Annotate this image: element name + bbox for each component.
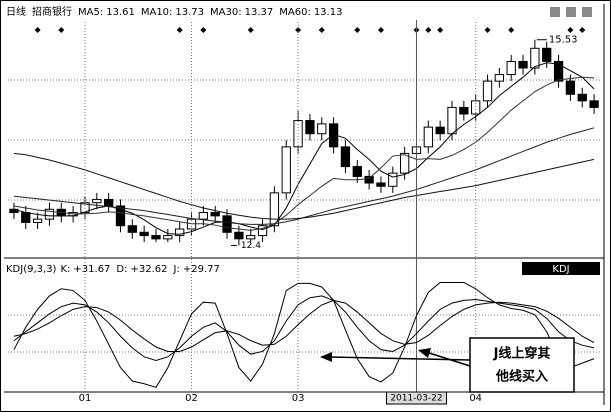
ma-line: [13, 76, 595, 231]
candle-body: [151, 235, 161, 240]
candle-body: [565, 80, 576, 95]
candle-body: [352, 166, 362, 177]
candle-body: [518, 60, 528, 69]
low-label: 12.4: [241, 241, 261, 251]
annotation-line: J线上穿其: [493, 346, 551, 362]
candle-body: [340, 146, 351, 168]
legend-label: MA10:: [141, 7, 173, 18]
candle-body: [589, 100, 599, 108]
candle-body: [482, 80, 493, 102]
candle-body: [435, 126, 445, 135]
ma-line: [13, 152, 595, 220]
signal-marker: [437, 27, 444, 33]
candle-body: [494, 74, 505, 82]
kdj-tag[interactable]: KDJ: [552, 264, 569, 275]
candle-body: [388, 172, 398, 187]
legend-value: +32.62: [131, 264, 168, 275]
legend-label: D:: [116, 264, 127, 275]
signal-marker: [508, 27, 515, 33]
high-label: 15.53: [549, 35, 578, 46]
legend-value: 13.61: [106, 7, 135, 18]
legend-label: J:: [173, 264, 180, 275]
candle-body: [210, 212, 220, 217]
legend-value: 13.37: [245, 7, 274, 18]
x-tick-label: 02: [185, 393, 198, 404]
signal-marker: [318, 27, 325, 33]
tool-icon[interactable]: [550, 7, 560, 17]
legend-label: MA60:: [279, 7, 311, 18]
annotation-line: 他线买入: [495, 369, 548, 385]
period: 日线: [6, 5, 26, 18]
x-tick-label: 01: [79, 393, 92, 404]
toolbar: [550, 7, 592, 17]
cursor-label-box: [385, 391, 447, 405]
candle-body: [163, 235, 173, 240]
signal-marker: [200, 27, 207, 33]
signal-marker: [579, 27, 586, 33]
legend-label: K:: [60, 264, 70, 275]
kdj-tag-box[interactable]: [522, 262, 600, 275]
candle-body: [459, 106, 469, 115]
candle-body: [364, 175, 374, 184]
signal-marker: [176, 27, 183, 33]
kdj-line: [13, 281, 595, 388]
signal-marker: [484, 27, 491, 33]
legend-value: 13.73: [175, 7, 204, 18]
indicator-title: KDJ(9,3,3): [6, 264, 57, 275]
candle-body: [175, 228, 185, 237]
candle-body: [376, 182, 386, 187]
candle-body: [115, 205, 126, 227]
candle-body: [222, 215, 232, 233]
candle-body: [542, 47, 552, 62]
candle-body: [127, 225, 137, 233]
candle-body: [447, 106, 457, 135]
legend-label: MA5:: [78, 7, 103, 18]
signal-marker: [425, 27, 432, 33]
candle-body: [103, 198, 114, 207]
candle-body: [281, 146, 291, 194]
legend-label: MA30:: [210, 7, 242, 18]
candle-body: [269, 192, 280, 227]
legend-value: +29.77: [183, 264, 220, 275]
candle-body: [246, 235, 256, 240]
candle-body: [530, 47, 540, 69]
signal-marker: [354, 27, 361, 33]
callout: J线上穿其 他线买入: [320, 337, 575, 393]
candle-body: [139, 231, 149, 237]
legend-value: +31.67: [73, 264, 110, 275]
candle-body: [257, 225, 268, 237]
x-tick-label: 04: [469, 393, 482, 404]
candle-body: [423, 126, 433, 148]
candle-body: [21, 212, 31, 223]
candle-body: [44, 208, 55, 220]
signal-marker: [377, 27, 384, 33]
tool-icon[interactable]: [582, 7, 592, 17]
signal-marker: [34, 27, 41, 33]
candle-body: [317, 123, 327, 135]
candle-body: [577, 93, 587, 102]
cursor-label: 2011-03-22: [390, 394, 442, 404]
candle-body: [198, 212, 209, 220]
signal-marker: [247, 27, 254, 33]
stock-name: 招商银行: [32, 5, 72, 18]
candle-body: [305, 120, 315, 135]
signal-marker: [567, 27, 574, 33]
tool-icon[interactable]: [566, 7, 576, 17]
candle-body: [92, 198, 102, 204]
signal-marker: [295, 27, 302, 33]
x-tick-label: 03: [292, 393, 305, 404]
kdj-line: [13, 299, 595, 352]
signal-marker: [58, 27, 65, 33]
candle-body: [32, 218, 43, 223]
candle-body: [234, 231, 244, 240]
candle-body: [553, 60, 564, 82]
legend-value: 13.13: [314, 7, 343, 18]
candle-body: [506, 60, 516, 76]
candle-body: [399, 152, 410, 174]
